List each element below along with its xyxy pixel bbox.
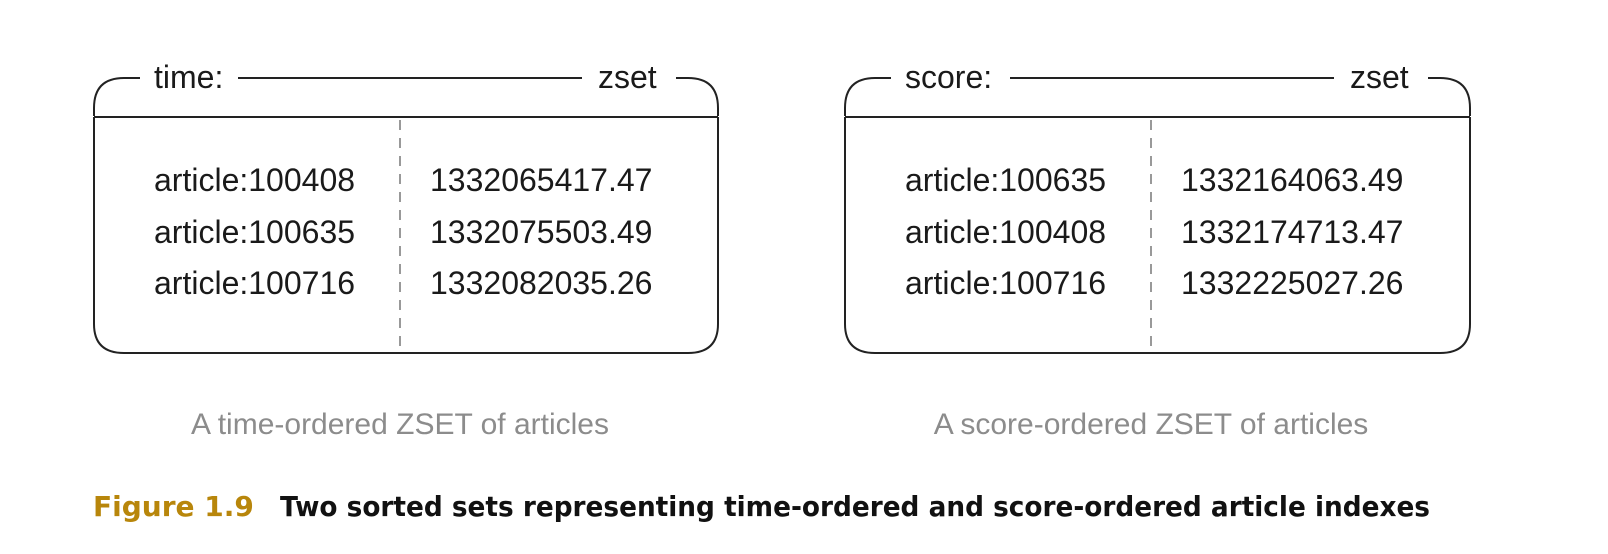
zset-type-label: zset <box>1350 59 1409 95</box>
zset-caption-score: A score-ordered ZSET of articles <box>934 408 1369 441</box>
zset-frame-body <box>93 117 719 354</box>
zset-member: article:100716 <box>154 265 355 301</box>
zset-frame-top-left <box>844 77 891 116</box>
zset-frame-top-right <box>1428 77 1471 116</box>
figure-title: Two sorted sets representing time-ordere… <box>280 490 1430 523</box>
zset-frame-body <box>844 117 1471 354</box>
zset-score: 1332075503.49 <box>430 214 652 250</box>
zset-box-score: score: zset article:100635 1332164063.49… <box>844 59 1471 354</box>
zset-box-time: time: zset article:100408 1332065417.47 … <box>93 59 719 354</box>
zset-frame-top-right <box>676 77 719 116</box>
zset-member: article:100635 <box>154 214 355 250</box>
figure-label: Figure 1.9 <box>93 490 254 523</box>
zset-member: article:100408 <box>154 162 355 198</box>
zset-member: article:100716 <box>905 265 1106 301</box>
zset-score: 1332174713.47 <box>1181 214 1403 250</box>
zset-score: 1332164063.49 <box>1181 162 1403 198</box>
zset-score: 1332225027.26 <box>1181 265 1403 301</box>
zset-score: 1332065417.47 <box>430 162 652 198</box>
zset-score: 1332082035.26 <box>430 265 652 301</box>
zset-key-label: score: <box>905 59 992 95</box>
zset-caption-time: A time-ordered ZSET of articles <box>191 408 609 441</box>
zset-member: article:100635 <box>905 162 1106 198</box>
zset-key-label: time: <box>154 59 223 95</box>
zset-frame-top-left <box>93 77 140 116</box>
zset-member: article:100408 <box>905 214 1106 250</box>
zset-type-label: zset <box>598 59 657 95</box>
